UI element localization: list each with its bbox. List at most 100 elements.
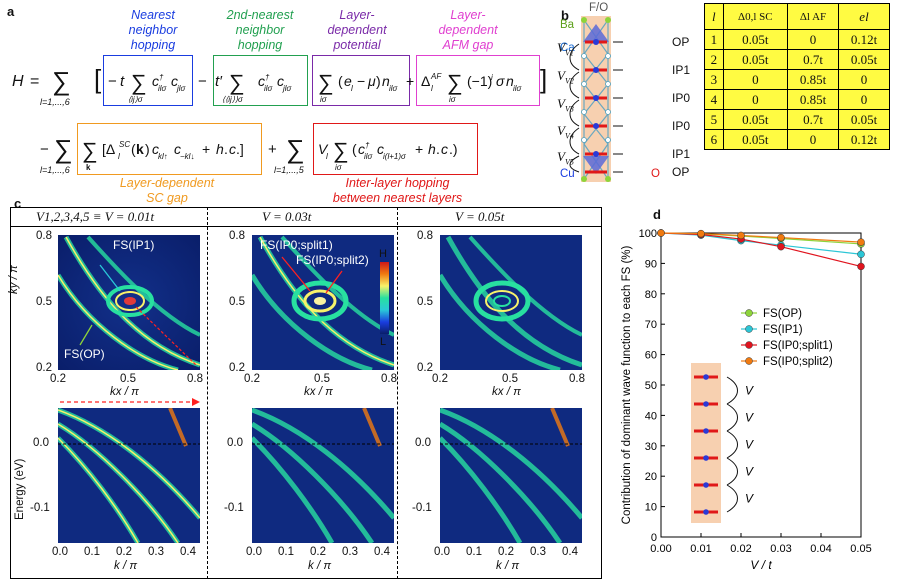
svg-text:(: ( bbox=[131, 141, 136, 157]
inset-hop-arrow bbox=[726, 430, 738, 459]
inset-v-label: V bbox=[745, 492, 754, 506]
svg-text:c: c bbox=[229, 141, 236, 157]
svg-text:kl↑: kl↑ bbox=[158, 152, 168, 161]
svg-text:c: c bbox=[171, 73, 178, 89]
table-row: 1 0.05t 0 0.12t bbox=[704, 29, 890, 50]
colorbar-low: L bbox=[380, 336, 387, 348]
svg-text:c: c bbox=[258, 73, 265, 89]
panel-c-title-rule bbox=[10, 226, 602, 227]
cell: 0.7t bbox=[787, 109, 839, 130]
xtick-1-05: 0.5 bbox=[120, 373, 136, 385]
cell: 0 bbox=[838, 69, 890, 90]
svg-text:+: + bbox=[268, 141, 277, 158]
annotation-nearest-neighbor: Nearest neighbor hopping bbox=[128, 8, 178, 52]
svg-text:.: . bbox=[436, 141, 440, 157]
ytick-2-08: 0.8 bbox=[229, 230, 245, 242]
v3-sub: V3 bbox=[564, 104, 574, 114]
svg-text:t′: t′ bbox=[215, 73, 223, 90]
y-axis-label: Contribution of dominant wave function t… bbox=[621, 245, 633, 524]
ytick-3-05: 0.5 bbox=[417, 296, 433, 308]
box-layer-potential bbox=[312, 55, 410, 106]
svg-text:): ) bbox=[145, 141, 150, 157]
colorbar-high: H bbox=[379, 248, 387, 260]
svg-text:i(l+1)σ: i(l+1)σ bbox=[383, 152, 407, 161]
panel-c-divider-2 bbox=[397, 207, 398, 579]
bx3-3: 0.3 bbox=[530, 546, 546, 558]
ytick-3-02: 0.2 bbox=[417, 362, 433, 374]
y-tick-label: 100 bbox=[639, 228, 657, 240]
svg-text:μ: μ bbox=[367, 73, 376, 89]
svg-text:ilσ: ilσ bbox=[513, 84, 523, 93]
chart-d: 0 10 20 30 40 50 60 70 80 90 100 0.00 0.01 0.02 0.03 0.… bbox=[621, 228, 872, 572]
svg-text:−: − bbox=[108, 73, 117, 90]
svg-text:[: [ bbox=[94, 64, 102, 94]
crystal-structure-b bbox=[569, 16, 623, 182]
bx2-2: 0.2 bbox=[310, 546, 326, 558]
bot-xlabel-3: k / π bbox=[496, 560, 520, 572]
bot-ytick-1-m01: -0.1 bbox=[30, 502, 50, 514]
y-tick-label: 40 bbox=[645, 410, 657, 422]
svg-text:l: l bbox=[326, 152, 328, 161]
annotation-sc-gap: Layer-dependent SC gap bbox=[119, 176, 215, 205]
xtick-3-05: 0.5 bbox=[502, 373, 518, 385]
svg-text:∑: ∑ bbox=[286, 134, 305, 164]
svg-text:c: c bbox=[174, 141, 181, 157]
svg-text:∑: ∑ bbox=[318, 70, 334, 95]
cell: 0.12t bbox=[838, 129, 890, 150]
label-ca: Ca bbox=[560, 42, 575, 54]
cell: 3 bbox=[704, 69, 724, 90]
x-tick-label: 0.03 bbox=[770, 543, 791, 555]
ytick-2-05: 0.5 bbox=[229, 296, 245, 308]
xtick-2-05: 0.5 bbox=[314, 373, 330, 385]
svg-text:.: . bbox=[224, 141, 228, 157]
svg-text:(: ( bbox=[338, 73, 343, 89]
inset-structure bbox=[691, 363, 721, 523]
annotation-interlayer: Inter-layer hopping between nearest laye… bbox=[332, 176, 463, 205]
inset-hop-arrow bbox=[726, 457, 738, 486]
xtick-1-02: 0.2 bbox=[50, 373, 66, 385]
svg-text:[Δ: [Δ bbox=[102, 141, 115, 157]
data-point bbox=[737, 231, 745, 240]
svg-text:ilσ: ilσ bbox=[158, 84, 168, 93]
inset-cu-atom bbox=[703, 401, 709, 407]
svg-text:): ) bbox=[376, 73, 381, 89]
svg-text:†: † bbox=[365, 141, 370, 150]
fs-map-2 bbox=[252, 235, 394, 370]
cell: 4 bbox=[704, 89, 724, 110]
xtick-3-02: 0.2 bbox=[432, 373, 448, 385]
svg-text:V: V bbox=[318, 141, 329, 157]
cell: 5 bbox=[704, 109, 724, 130]
svg-text:−kl↓: −kl↓ bbox=[180, 152, 194, 161]
panel-a-letter: a bbox=[7, 4, 15, 19]
layer-label-6: OP bbox=[672, 165, 690, 179]
xtick-2-08: 0.8 bbox=[381, 373, 397, 385]
inset-cu-atom bbox=[703, 428, 709, 434]
svg-text:k: k bbox=[136, 141, 144, 157]
table-row: 6 0.05t 0 0.12t bbox=[704, 129, 890, 150]
panel-d-letter: d bbox=[653, 207, 661, 222]
fs-map-3 bbox=[440, 235, 582, 370]
svg-text:ilσ: ilσ bbox=[364, 152, 374, 161]
inset-hop-arrow bbox=[726, 484, 738, 513]
svg-text:n: n bbox=[506, 73, 514, 89]
legend-marker bbox=[745, 357, 753, 365]
panel-b-letter: b bbox=[561, 8, 569, 23]
svg-text:l=1,...,6: l=1,...,6 bbox=[40, 97, 70, 107]
svg-text:i: i bbox=[491, 73, 493, 82]
svg-text:l=1,...,5: l=1,...,5 bbox=[274, 165, 305, 175]
svg-text:∑: ∑ bbox=[447, 70, 463, 95]
svg-text:†: † bbox=[265, 73, 270, 82]
legend-marker bbox=[745, 341, 753, 349]
y-tick-label: 20 bbox=[645, 471, 657, 483]
xtick-3-08: 0.8 bbox=[569, 373, 585, 385]
data-point bbox=[857, 250, 865, 259]
data-point bbox=[657, 229, 665, 237]
svg-text:AF: AF bbox=[430, 72, 442, 81]
cell: 0.05t bbox=[722, 129, 789, 150]
data-point bbox=[857, 238, 865, 246]
box-sc-gap bbox=[77, 123, 262, 175]
v-label-1: VV1 bbox=[557, 40, 574, 58]
bot-ytick-2-m01: -0.1 bbox=[224, 502, 244, 514]
svg-text:−: − bbox=[198, 73, 207, 90]
box-2nn-hopping bbox=[213, 55, 308, 106]
